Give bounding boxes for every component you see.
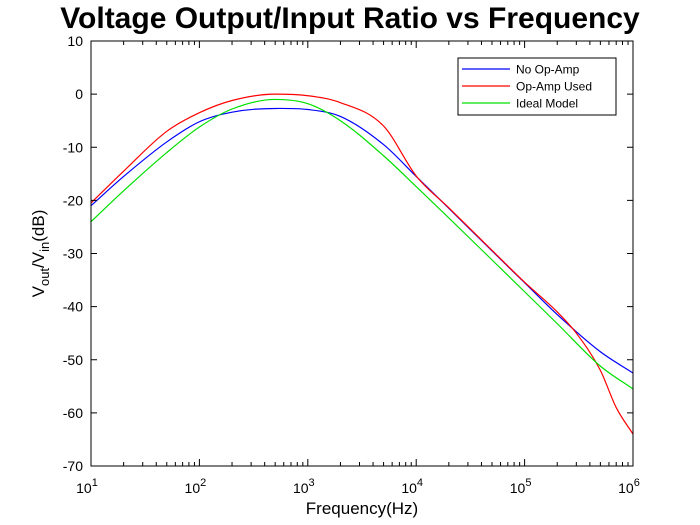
y-tick-label: 0 [75, 86, 83, 102]
y-tick-label: -10 [63, 139, 83, 155]
x-tick-label: 106 [618, 477, 640, 496]
axis-ticks [90, 40, 634, 467]
y-axis-label: Vout/Vin(dB) [29, 210, 52, 298]
x-tick-label: 103 [293, 477, 315, 496]
series-line-op-amp-used [90, 93, 634, 435]
legend: No Op-Amp Op-Amp Used Ideal Model [457, 57, 617, 116]
x-tick-label: 102 [185, 477, 207, 496]
y-tick-label: -20 [63, 192, 83, 208]
series-line-no-op-amp [90, 107, 634, 374]
y-tick-label: -30 [63, 246, 83, 262]
x-axis-label: Frequency(Hz) [306, 499, 418, 518]
legend-label-ideal-model: Ideal Model [516, 97, 578, 111]
legend-label-no-op-amp: No Op-Amp [516, 63, 580, 77]
legend-label-op-amp-used: Op-Amp Used [516, 80, 592, 94]
y-tick-label: -70 [63, 458, 83, 474]
chart-title: Voltage Output/Input Ratio vs Frequency [60, 2, 640, 35]
x-tick-label: 105 [510, 477, 532, 496]
series-line-ideal-model [90, 98, 634, 390]
x-tick-label: 101 [76, 477, 98, 496]
y-tick-label: -50 [63, 352, 83, 368]
tick-labels: 10 0 -10 -20 -30 -40 -50 -60 -70 101 102 103 104 105 1… [63, 33, 640, 496]
y-tick-label: -60 [63, 405, 83, 421]
x-tick-label: 104 [401, 477, 423, 496]
axis-labels: Frequency(Hz) Vout/Vin(dB) [29, 210, 418, 518]
y-tick-label: -40 [63, 299, 83, 315]
y-tick-label: 10 [67, 33, 83, 49]
series-lines [90, 93, 634, 435]
